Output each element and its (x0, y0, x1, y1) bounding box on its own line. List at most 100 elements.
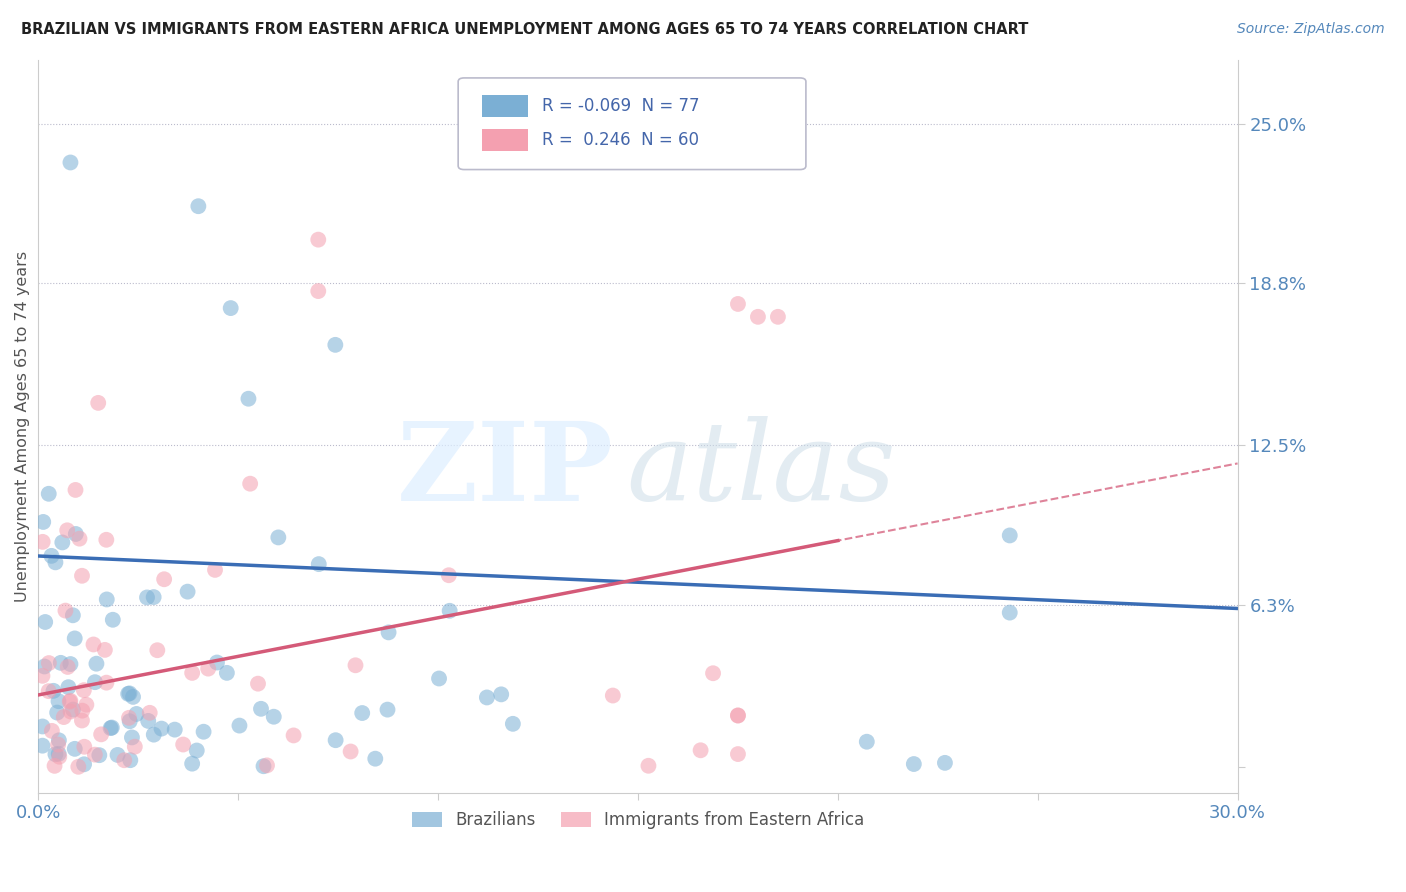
Point (38, 656, 60, 670)
Point (702, 666, 724, 681)
Point (55, 604, 77, 618)
Point (112, 753, 135, 767)
Text: ZIP: ZIP (398, 417, 614, 524)
Point (124, 739, 146, 754)
Point (42, 683, 65, 698)
Point (44, 759, 66, 773)
Point (146, 643, 169, 657)
Point (153, 572, 176, 586)
Point (75, 698, 97, 712)
Point (70, 568, 93, 582)
Point (31, 669, 53, 683)
Point (56, 524, 79, 538)
Point (502, 716, 524, 731)
Point (41, 723, 63, 738)
Point (219, 301, 242, 315)
Point (46, 706, 69, 720)
Point (215, 665, 238, 680)
Point (31, 739, 53, 753)
Point (48, 733, 70, 747)
Point (83, 747, 105, 762)
Point (63, 632, 86, 646)
Point (238, 392, 260, 406)
Point (32, 515, 55, 529)
Point (51, 535, 73, 549)
Point (118, 686, 141, 700)
Point (934, 756, 956, 770)
Point (117, 687, 139, 701)
FancyBboxPatch shape (458, 78, 806, 169)
Point (65, 483, 87, 497)
Point (138, 706, 160, 720)
Point (637, 758, 659, 772)
Point (73, 683, 96, 698)
Point (377, 625, 399, 640)
Text: BRAZILIAN VS IMMIGRANTS FROM EASTERN AFRICA UNEMPLOYMENT AMONG AGES 65 TO 74 YEA: BRAZILIAN VS IMMIGRANTS FROM EASTERN AFR… (21, 22, 1028, 37)
Point (118, 714, 141, 729)
Point (150, 722, 173, 736)
Point (437, 568, 460, 582)
Point (903, 757, 925, 772)
Point (197, 662, 219, 676)
Point (855, 735, 877, 749)
Point (136, 591, 159, 605)
Point (136, 714, 159, 728)
Point (65, 527, 87, 541)
Point (56, 660, 79, 674)
Point (46, 738, 69, 752)
Point (727, 747, 749, 761)
Point (59, 705, 82, 719)
Point (176, 584, 198, 599)
Point (998, 606, 1021, 620)
Point (96, 533, 118, 547)
Point (59, 694, 82, 708)
Point (352, 706, 374, 720)
Point (58, 680, 80, 694)
Point (73, 739, 96, 754)
Point (49, 656, 72, 670)
Point (283, 728, 305, 742)
Point (52, 710, 75, 724)
Point (101, 721, 124, 735)
Text: R =  0.246  N = 60: R = 0.246 N = 60 (543, 131, 699, 149)
Point (38, 487, 60, 501)
Point (252, 759, 274, 773)
Point (689, 743, 711, 757)
Point (122, 690, 145, 704)
Point (181, 665, 204, 680)
Point (72, 704, 94, 718)
Point (34, 659, 56, 673)
FancyBboxPatch shape (482, 129, 527, 152)
Point (90, 727, 112, 741)
Point (44, 747, 66, 762)
Point (172, 738, 194, 752)
Point (59, 657, 82, 671)
Point (339, 744, 361, 758)
Point (41, 549, 63, 563)
Legend: Brazilians, Immigrants from Eastern Africa: Brazilians, Immigrants from Eastern Afri… (405, 805, 870, 836)
Point (475, 690, 498, 705)
Point (247, 676, 270, 690)
Point (89, 748, 111, 763)
Point (239, 476, 262, 491)
Point (142, 728, 165, 742)
Text: atlas: atlas (626, 417, 896, 524)
Point (325, 733, 347, 747)
Point (256, 758, 278, 772)
Point (62, 608, 84, 623)
Point (121, 731, 143, 745)
Point (118, 711, 141, 725)
Point (84, 675, 107, 690)
Point (96, 592, 118, 607)
Point (96, 675, 118, 690)
Point (250, 702, 273, 716)
Point (70, 714, 93, 728)
Point (34, 615, 56, 629)
Point (44, 555, 66, 569)
Point (727, 708, 749, 723)
Point (62, 702, 84, 716)
Point (307, 233, 329, 247)
Point (59, 155, 82, 169)
Point (307, 284, 329, 298)
Point (228, 718, 250, 732)
